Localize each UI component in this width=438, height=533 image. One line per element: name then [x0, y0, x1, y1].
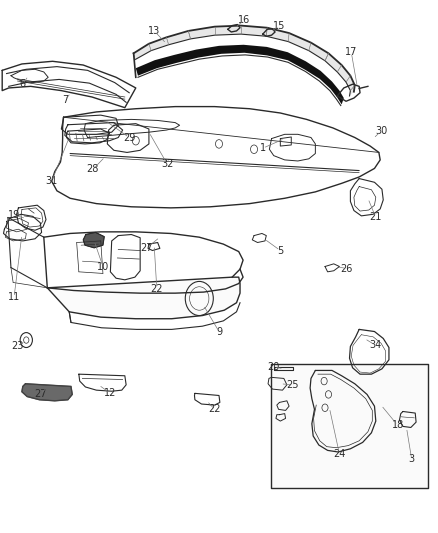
Polygon shape [22, 384, 72, 401]
Text: 16: 16 [238, 15, 251, 25]
Text: 31: 31 [46, 176, 58, 186]
Text: 12: 12 [104, 389, 117, 398]
Text: 7: 7 [62, 95, 68, 105]
Polygon shape [83, 232, 104, 248]
Text: 23: 23 [11, 342, 24, 351]
Text: 20: 20 [268, 362, 280, 372]
Text: 3: 3 [409, 455, 415, 464]
Text: 22: 22 [208, 405, 221, 414]
Text: 5: 5 [277, 246, 283, 255]
Text: 24: 24 [333, 449, 346, 459]
Text: 18: 18 [392, 421, 404, 430]
Text: 11: 11 [8, 293, 20, 302]
Text: 17: 17 [345, 47, 357, 57]
Polygon shape [271, 364, 428, 488]
Text: 21: 21 [370, 213, 382, 222]
Text: 19: 19 [8, 211, 20, 220]
Text: 30: 30 [375, 126, 387, 136]
Polygon shape [136, 45, 344, 104]
Text: 25: 25 [286, 380, 299, 390]
Polygon shape [134, 26, 355, 96]
Text: 22: 22 [151, 284, 163, 294]
Text: 32: 32 [161, 159, 173, 169]
Text: 9: 9 [216, 327, 222, 336]
Text: 15: 15 [273, 21, 286, 30]
Text: 13: 13 [148, 26, 160, 36]
Text: 10: 10 [97, 262, 109, 271]
Text: 26: 26 [341, 264, 353, 273]
Text: 27: 27 [34, 390, 46, 399]
Text: 34: 34 [370, 341, 382, 350]
Text: 1: 1 [260, 143, 266, 153]
Text: 29: 29 [123, 133, 135, 142]
Text: 28: 28 [87, 165, 99, 174]
Polygon shape [47, 277, 240, 319]
Text: 27: 27 [141, 243, 153, 253]
Text: 6: 6 [20, 79, 26, 89]
